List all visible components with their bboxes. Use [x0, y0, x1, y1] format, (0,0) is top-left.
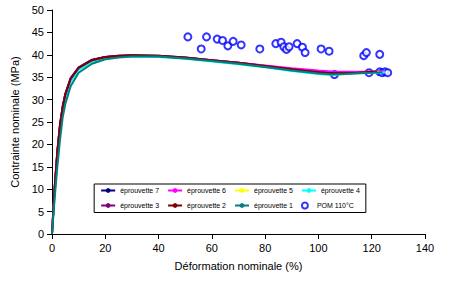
svg-text:éprouvette 1: éprouvette 1	[254, 202, 293, 210]
svg-text:5: 5	[38, 206, 44, 218]
svg-text:0: 0	[49, 242, 55, 254]
svg-text:30: 30	[32, 94, 44, 106]
svg-text:0: 0	[38, 228, 44, 240]
svg-text:25: 25	[32, 116, 44, 128]
svg-text:éprouvette 5: éprouvette 5	[254, 187, 293, 195]
svg-text:POM 110°C: POM 110°C	[317, 202, 354, 209]
svg-text:50: 50	[32, 4, 44, 16]
svg-text:éprouvette 2: éprouvette 2	[187, 202, 226, 210]
svg-text:80: 80	[259, 242, 271, 254]
svg-text:100: 100	[309, 242, 327, 254]
svg-text:10: 10	[32, 183, 44, 195]
svg-text:Déformation nominale (%): Déformation nominale (%)	[175, 260, 303, 272]
svg-text:20: 20	[99, 242, 111, 254]
svg-text:20: 20	[32, 138, 44, 150]
svg-text:140: 140	[416, 242, 434, 254]
svg-text:15: 15	[32, 161, 44, 173]
svg-text:35: 35	[32, 71, 44, 83]
svg-text:éprouvette 4: éprouvette 4	[321, 187, 360, 195]
svg-text:éprouvette 6: éprouvette 6	[187, 187, 226, 195]
svg-text:éprouvette 7: éprouvette 7	[120, 187, 159, 195]
svg-text:45: 45	[32, 26, 44, 38]
svg-text:120: 120	[363, 242, 381, 254]
svg-text:40: 40	[32, 49, 44, 61]
svg-text:60: 60	[206, 242, 218, 254]
svg-text:Contrainte nominale (MPa): Contrainte nominale (MPa)	[9, 56, 21, 187]
svg-text:40: 40	[152, 242, 164, 254]
svg-text:éprouvette 3: éprouvette 3	[120, 202, 159, 210]
